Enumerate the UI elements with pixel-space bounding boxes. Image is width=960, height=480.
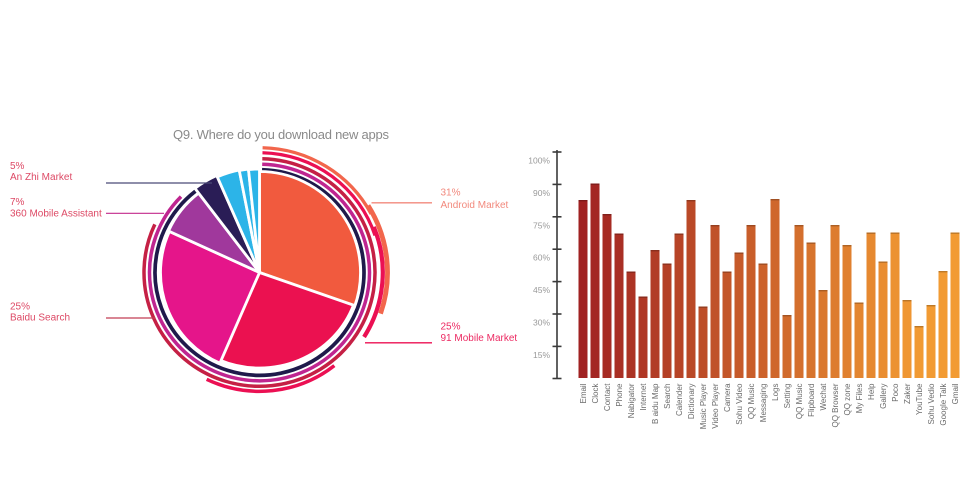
svg-text:QQ zone: QQ zone bbox=[843, 383, 852, 416]
svg-text:25%: 25% bbox=[10, 302, 30, 313]
svg-text:Android Market: Android Market bbox=[441, 200, 509, 211]
svg-text:Logs: Logs bbox=[771, 384, 780, 401]
svg-text:Q9. Where do you download new: Q9. Where do you download new apps bbox=[173, 127, 390, 142]
svg-text:Music Player: Music Player bbox=[699, 383, 708, 429]
svg-text:Baidu Search: Baidu Search bbox=[10, 313, 70, 324]
svg-text:Poco: Poco bbox=[891, 383, 900, 402]
svg-text:15%: 15% bbox=[533, 350, 550, 360]
svg-text:Sohu Video: Sohu Video bbox=[735, 383, 744, 425]
svg-text:75%: 75% bbox=[533, 220, 550, 230]
svg-text:91 Mobile Market: 91 Mobile Market bbox=[441, 333, 518, 344]
svg-text:Phone: Phone bbox=[615, 383, 624, 407]
svg-text:Internet: Internet bbox=[639, 383, 648, 411]
svg-text:YouTube: YouTube bbox=[915, 383, 924, 415]
svg-text:QQ Browser: QQ Browser bbox=[831, 383, 840, 427]
svg-text:60%: 60% bbox=[533, 253, 550, 263]
svg-text:Setting: Setting bbox=[783, 384, 792, 409]
svg-text:31%: 31% bbox=[441, 188, 461, 199]
svg-text:My Files: My Files bbox=[855, 384, 864, 414]
svg-text:Google Talk: Google Talk bbox=[939, 383, 948, 426]
svg-text:Gallery: Gallery bbox=[879, 384, 888, 409]
svg-text:B aidu Map: B aidu Map bbox=[651, 383, 660, 424]
svg-text:Clock: Clock bbox=[591, 383, 600, 404]
svg-text:30%: 30% bbox=[533, 318, 550, 328]
svg-text:Dictionary: Dictionary bbox=[687, 384, 696, 420]
svg-text:Contact: Contact bbox=[603, 383, 612, 411]
svg-text:QQ Music: QQ Music bbox=[795, 384, 804, 420]
svg-text:Nabigator: Nabigator bbox=[627, 383, 636, 418]
svg-text:Search: Search bbox=[663, 384, 672, 409]
svg-text:Sohu Vedio: Sohu Vedio bbox=[927, 383, 936, 424]
svg-text:45%: 45% bbox=[533, 285, 550, 295]
svg-text:90%: 90% bbox=[533, 188, 550, 198]
svg-text:360 Mobile Assistant: 360 Mobile Assistant bbox=[10, 209, 102, 220]
svg-text:Help: Help bbox=[867, 383, 876, 400]
svg-text:Zaker: Zaker bbox=[903, 383, 912, 404]
svg-text:7%: 7% bbox=[10, 197, 25, 208]
svg-text:Flipboard: Flipboard bbox=[807, 384, 816, 417]
svg-text:100%: 100% bbox=[528, 156, 550, 166]
svg-text:Camera: Camera bbox=[723, 383, 732, 412]
svg-text:Gmail: Gmail bbox=[951, 383, 960, 404]
svg-text:Wechat: Wechat bbox=[819, 383, 828, 411]
svg-text:Messaging: Messaging bbox=[759, 384, 768, 423]
svg-text:Video Player: Video Player bbox=[711, 383, 720, 429]
svg-text:An Zhi Market: An Zhi Market bbox=[10, 172, 72, 183]
svg-text:QQ Music: QQ Music bbox=[747, 384, 756, 420]
svg-text:Email: Email bbox=[579, 383, 588, 403]
svg-text:5%: 5% bbox=[10, 161, 25, 172]
svg-text:25%: 25% bbox=[441, 322, 461, 333]
svg-text:Calender: Calender bbox=[675, 383, 684, 416]
